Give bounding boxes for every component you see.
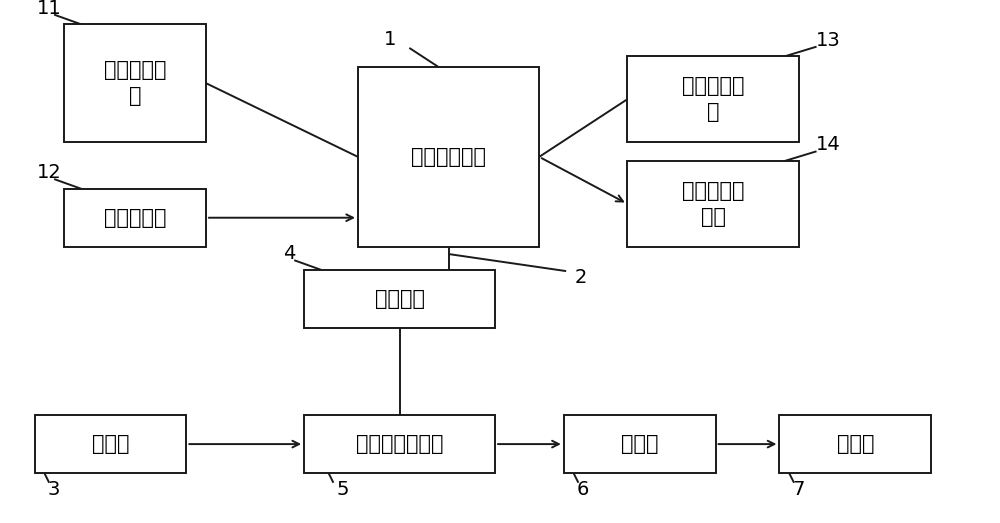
Text: 11: 11 <box>37 0 62 18</box>
Bar <box>627 161 799 246</box>
Text: 1: 1 <box>384 30 396 49</box>
Bar <box>304 270 495 328</box>
Text: 7: 7 <box>793 480 805 498</box>
Text: 电控换挡变速箱: 电控换挡变速箱 <box>356 434 443 454</box>
Text: 换挡控制旋
钮: 换挡控制旋 钮 <box>104 60 166 106</box>
Bar <box>304 415 495 473</box>
Bar <box>779 415 931 473</box>
Text: 驱动桥: 驱动桥 <box>836 434 874 454</box>
Text: 挡位显示诊
断器: 挡位显示诊 断器 <box>682 180 744 227</box>
Bar <box>64 25 206 142</box>
Text: 发动机: 发动机 <box>92 434 129 454</box>
Text: 电控手柄装置: 电控手柄装置 <box>411 147 486 167</box>
Bar <box>64 189 206 246</box>
Text: 14: 14 <box>816 135 841 154</box>
Text: 前后位置开
关: 前后位置开 关 <box>682 76 744 122</box>
Text: 3: 3 <box>48 480 60 498</box>
Bar <box>358 67 539 246</box>
Bar <box>564 415 716 473</box>
Text: 5: 5 <box>337 480 349 498</box>
Bar <box>627 56 799 142</box>
Text: 传动轴: 传动轴 <box>621 434 658 454</box>
Text: 2: 2 <box>575 268 587 287</box>
Text: 6: 6 <box>577 480 589 498</box>
Text: 电控阀组: 电控阀组 <box>375 289 425 309</box>
Text: 换向电位计: 换向电位计 <box>104 208 166 228</box>
Bar <box>34 415 186 473</box>
Text: 12: 12 <box>37 163 62 182</box>
Text: 4: 4 <box>283 244 295 263</box>
Text: 13: 13 <box>816 31 841 50</box>
